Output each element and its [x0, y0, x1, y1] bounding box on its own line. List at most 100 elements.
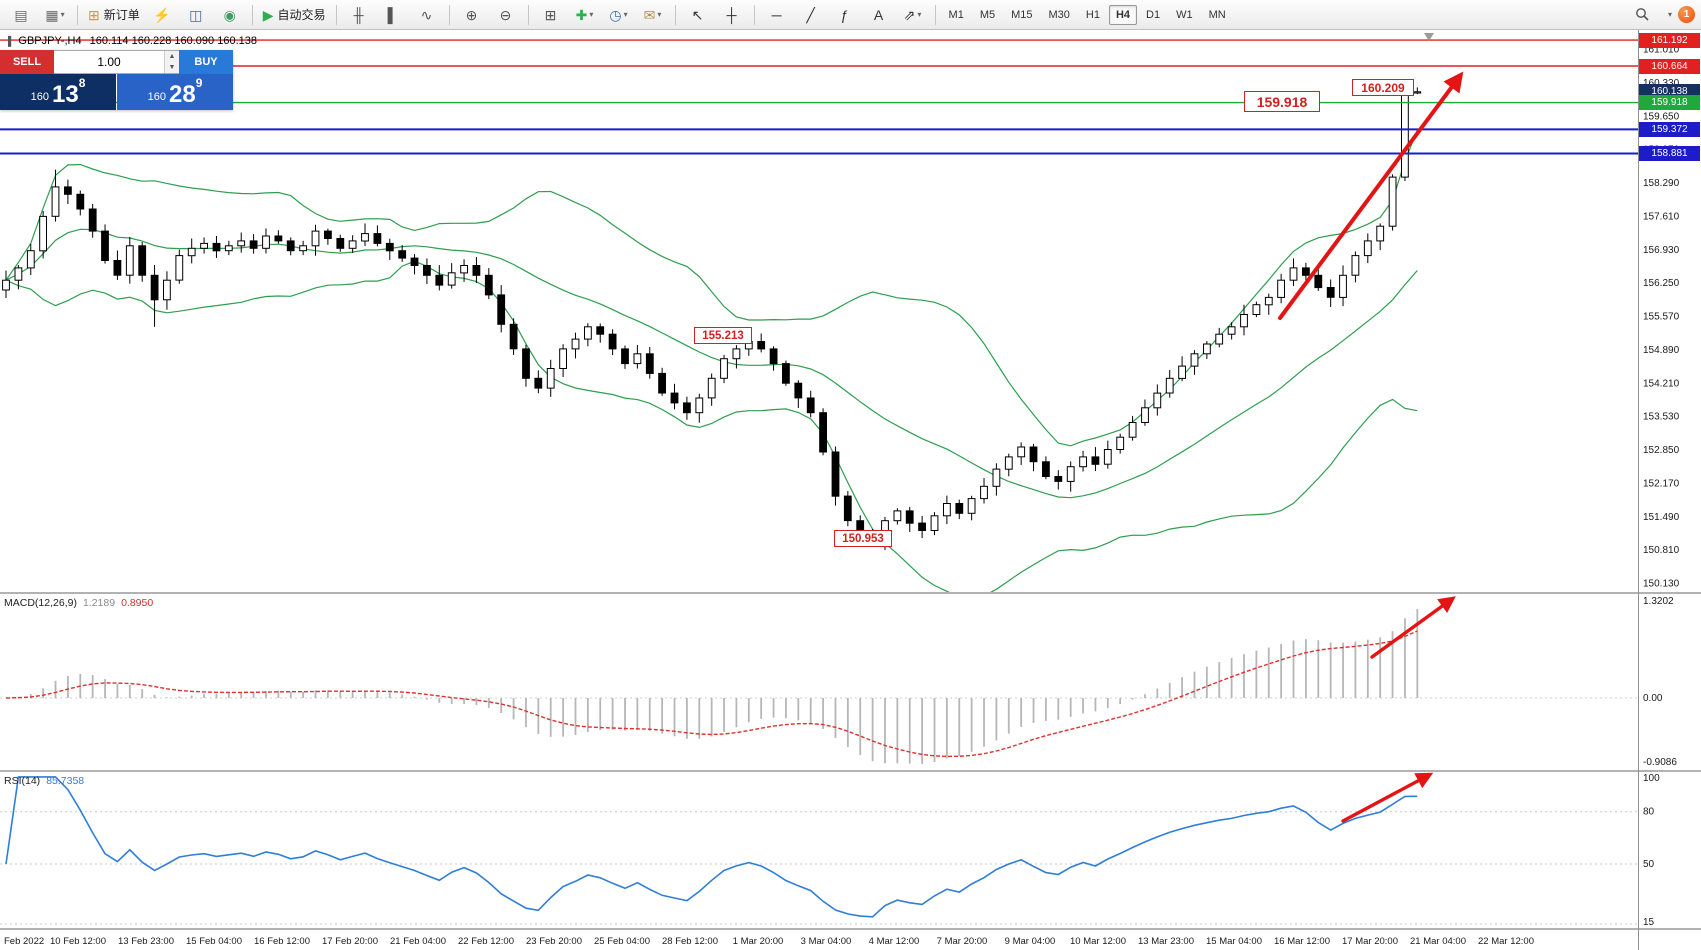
candle [1116, 433, 1125, 454]
axis-price-badge: 159.372 [1639, 121, 1700, 137]
trendline-tool-button[interactable]: ╱ [795, 2, 827, 28]
chevron-down-icon[interactable]: ▾ [1667, 10, 1672, 19]
candle [943, 495, 951, 525]
price-annotation[interactable]: 155.213 [694, 327, 752, 344]
timeframe-h1[interactable]: H1 [1085, 8, 1100, 21]
candlestick-mode-button[interactable]: ▌ [377, 2, 409, 28]
rsi-axis-label: 50 [1643, 859, 1655, 870]
toolbar-separator [448, 4, 450, 25]
tick-label: 156.250 [1643, 278, 1680, 289]
zoom-in-icon: ⊕ [465, 6, 478, 23]
pane-separator[interactable] [0, 592, 1701, 594]
bar-chart-mode-icon: ╫ [353, 6, 364, 23]
tick-label: 157.610 [1643, 211, 1680, 222]
periods-button[interactable]: ◷ ▾ [603, 2, 635, 28]
notification-badge[interactable]: 1 [1678, 6, 1695, 23]
time-label: 15 Mar 04:00 [1206, 936, 1262, 947]
timeframe-mn[interactable]: MN [1208, 8, 1226, 21]
price-annotation[interactable]: 150.953 [834, 530, 892, 547]
timeframe-h4[interactable]: H4 [1108, 4, 1138, 25]
candle [1153, 384, 1162, 416]
chart-shift-marker[interactable] [1424, 33, 1434, 41]
arrows-tool-button[interactable]: ⇗ ▾ [897, 2, 929, 28]
buy-button[interactable]: BUY [179, 50, 233, 74]
line-chart-mode-button[interactable]: ∿ [411, 2, 443, 28]
trend-arrow[interactable] [1370, 596, 1456, 659]
candle [410, 254, 419, 275]
autotrading-button[interactable]: ▶ 自动交易 [259, 2, 330, 28]
sell-button[interactable]: SELL [0, 50, 54, 74]
candle [187, 238, 196, 264]
zoom-out-button[interactable]: ⊖ [490, 2, 522, 28]
time-label: Feb 2022 [4, 936, 44, 947]
bar-chart-mode-button[interactable]: ╫ [343, 2, 375, 28]
crosshair-button[interactable]: ┼ [716, 2, 748, 28]
timeframe-m30[interactable]: M30 [1048, 8, 1070, 21]
candle [1165, 370, 1174, 398]
volume-decrease-button[interactable]: ▼ [165, 62, 179, 73]
candle [806, 390, 815, 418]
pane-separator[interactable] [0, 928, 1701, 930]
candle [1042, 456, 1050, 480]
cursor-icon: ↖ [691, 6, 704, 23]
rsi-axis-label: 15 [1643, 917, 1655, 928]
trend-arrow[interactable] [1278, 71, 1464, 320]
timeframe-m1[interactable]: M1 [948, 8, 964, 21]
indicators-button[interactable]: ✚ ▾ [569, 2, 601, 28]
candle [299, 240, 308, 256]
new-chart-icon: ▤ [14, 6, 28, 23]
fibonacci-tool-button[interactable]: ƒ [829, 2, 861, 28]
time-axis[interactable]: Feb 2022 10 Feb 12:00 13 Feb 23:00 15 Feb 0… [4, 936, 1534, 947]
toolbar-separator [934, 4, 936, 25]
candle [1017, 442, 1026, 465]
new-chart-button[interactable]: ▤ [5, 2, 37, 28]
templates-button[interactable]: ✉ ▾ [637, 2, 669, 28]
text-tool-button[interactable]: A [863, 2, 895, 28]
candle [522, 344, 530, 387]
new-order-button[interactable]: ⊞ 新订单 [84, 2, 144, 28]
timeframe-d1[interactable]: D1 [1146, 8, 1161, 21]
time-label: 21 Mar 04:00 [1410, 936, 1466, 947]
search-button[interactable] [1627, 2, 1659, 28]
timeframe-m15[interactable]: M15 [1011, 8, 1033, 21]
rsi-axis-label: 100 [1643, 773, 1660, 784]
volume-increase-button[interactable]: ▲ [165, 51, 179, 62]
candle [472, 257, 481, 283]
candle [150, 265, 159, 327]
candle [336, 234, 345, 252]
volume-input[interactable] [54, 51, 164, 73]
price-annotation[interactable]: 159.918 [1244, 91, 1320, 112]
market-watch-button[interactable]: ⚡ [146, 2, 178, 28]
candle [1289, 258, 1298, 286]
sell-price[interactable]: 160 13 8 [0, 74, 116, 110]
toolbar-buttons: ▤ ▦ ▾ ⊞ 新订单 ⚡ ◫ ◉ ▶ 自动交易 ╫ ▌ ∿ ⊕ ⊖ ⊞ ✚ ▾ ◷ ▾ ✉ ▾ ↖ ┼ ─ ╱ ƒ A ⇗ ▾ [4, 2, 930, 28]
price-axis[interactable]: 161.010160.330159.650158.970158.290157.6… [1643, 45, 1680, 590]
price-annotation[interactable]: 160.209 [1352, 79, 1414, 96]
chart-profiles-button[interactable]: ▦ ▾ [39, 2, 71, 28]
pane-separator[interactable] [0, 770, 1701, 772]
timeframe-m5[interactable]: M5 [979, 8, 996, 21]
candle [212, 235, 221, 258]
candle [1277, 273, 1285, 304]
trend-arrow[interactable] [1341, 772, 1434, 823]
candle [1376, 223, 1385, 251]
candle [88, 204, 97, 238]
time-label: 4 Mar 12:00 [869, 936, 920, 947]
candle [658, 367, 667, 396]
timeframe-w1[interactable]: W1 [1176, 8, 1193, 21]
chevron-down-icon: ▾ [623, 10, 628, 19]
candle [1103, 440, 1112, 469]
buy-price[interactable]: 160 28 9 [117, 74, 233, 110]
navigator-button[interactable]: ◉ [214, 2, 246, 28]
tile-windows-button[interactable]: ⊞ [535, 2, 567, 28]
zoom-in-button[interactable]: ⊕ [456, 2, 488, 28]
time-label: 16 Mar 12:00 [1274, 936, 1330, 947]
axis-price-badge: 158.881 [1639, 146, 1700, 161]
crosshair-icon: ┼ [726, 6, 737, 23]
data-window-button[interactable]: ◫ [180, 2, 212, 28]
macd-label: MACD(12,26,9) 1.2189 0.8950 [4, 597, 153, 609]
horizontal-line-tool-button[interactable]: ─ [761, 2, 793, 28]
cursor-button[interactable]: ↖ [682, 2, 714, 28]
candle [1326, 279, 1335, 307]
